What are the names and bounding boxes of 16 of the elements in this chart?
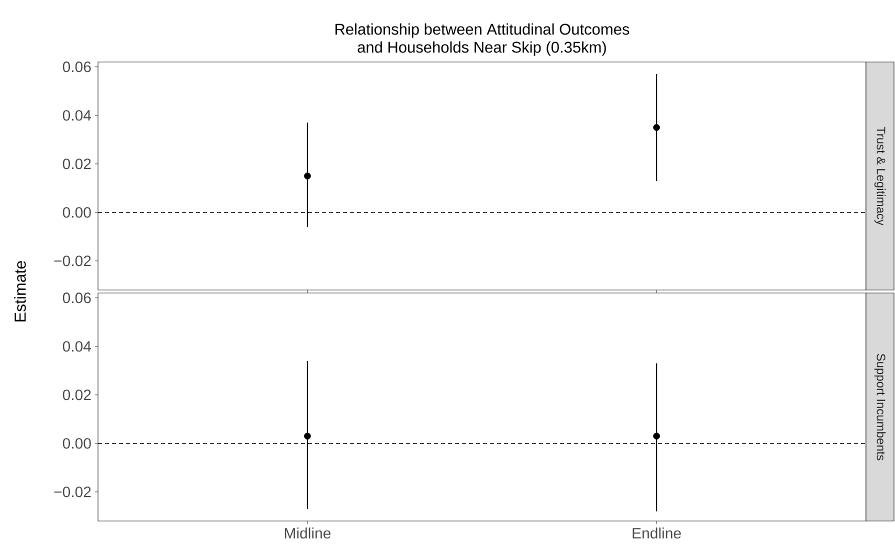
text: Trust & Legitimacy [874,126,886,226]
x-tick-label: Midline [284,528,331,539]
y-tick-label: 0.06 [62,292,91,304]
y-axis-title: Estimate [14,261,26,322]
x-tick-label: Endline [632,528,681,539]
y-tick-label: 0.04 [62,341,92,352]
y-tick-label: 0.06 [62,62,91,72]
y-tick-label: −0.02 [54,256,91,266]
y-tick-label: 0.00 [62,438,91,449]
text: Support Incumbents [874,354,886,460]
y-tick-label: −0.02 [54,486,91,498]
y-tick-label: 0.00 [62,207,91,218]
y-tick-label: 0.02 [62,390,91,400]
y-tick-label: 0.02 [62,158,91,170]
y-tick-label: 0.04 [62,110,92,121]
chart-title: Relationship between Attitudinal Outcomes and Households Near Skip (0.35km) [336,23,630,56]
